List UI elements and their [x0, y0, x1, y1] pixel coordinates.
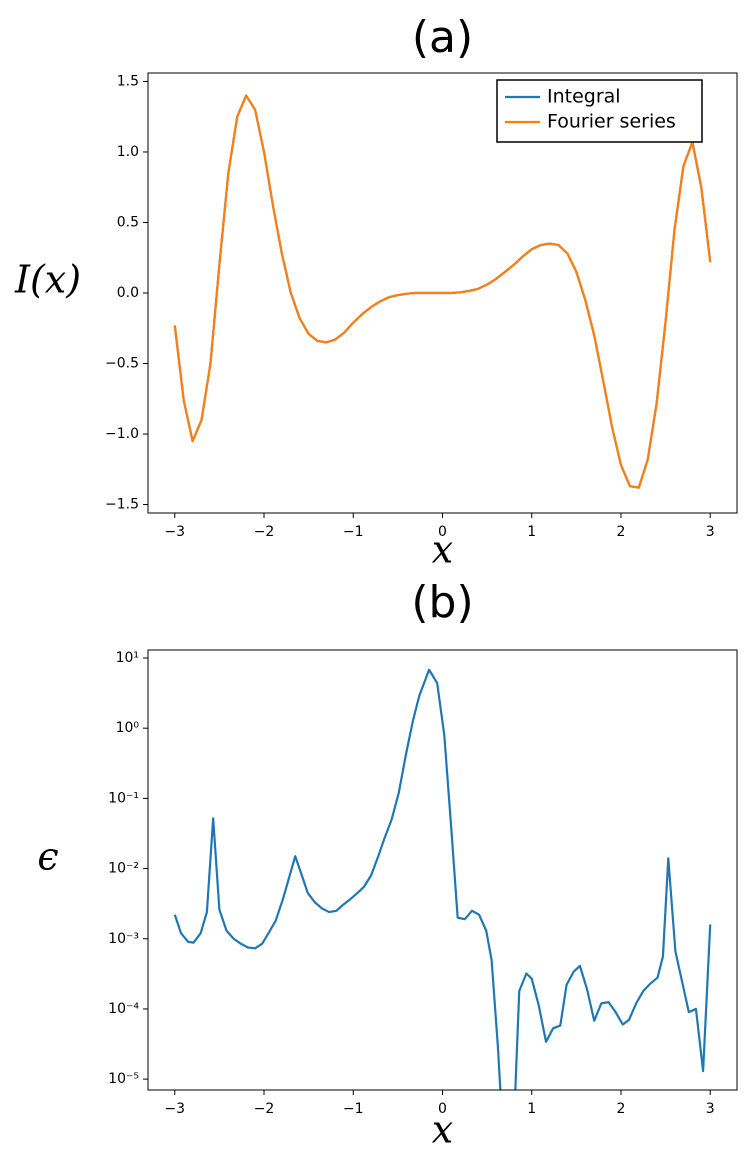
x-tick-label: 1 [527, 1101, 536, 1117]
x-tick-label: −3 [164, 524, 185, 540]
y-tick-label: 10⁻⁵ [108, 1071, 139, 1087]
y-tick-label: 0.5 [117, 214, 139, 230]
series-line [173, 668, 712, 1090]
y-tick-label: −1.5 [105, 497, 139, 513]
x-tick-label: 3 [706, 1101, 715, 1117]
x-tick-label: 2 [617, 524, 626, 540]
y-tick-label: 10¹ [116, 650, 139, 666]
x-tick-label: −2 [254, 1101, 275, 1117]
axes-frame [147, 72, 738, 514]
y-axis-label: ϵ [37, 835, 58, 879]
y-tick-label: 0.0 [117, 285, 139, 301]
y-tick-label: −1.0 [105, 426, 139, 442]
x-tick-label: 2 [617, 1101, 626, 1117]
legend-label: Fourier series [547, 111, 676, 133]
y-axis-label: I(x) [14, 258, 81, 302]
y-tick-label: 10⁻⁴ [108, 1001, 139, 1017]
x-tick-label: −3 [164, 1101, 185, 1117]
y-tick-label: 1.5 [117, 73, 139, 89]
axes-frame [147, 649, 738, 1091]
x-tick-label: −1 [343, 524, 364, 540]
y-tick-label: 10⁻² [108, 861, 139, 877]
x-tick-label: 3 [706, 524, 715, 540]
y-tick-label: 10⁰ [116, 720, 140, 736]
x-tick-label: 0 [438, 1101, 447, 1117]
series-line [173, 94, 712, 489]
x-tick-label: 0 [438, 524, 447, 540]
y-tick-label: 10⁻¹ [108, 790, 139, 806]
y-tick-label: 1.0 [117, 144, 139, 160]
x-tick-label: −1 [343, 1101, 364, 1117]
y-tick-label: −0.5 [105, 356, 139, 372]
x-axis-label: x [432, 1108, 453, 1152]
legend-box [496, 79, 703, 143]
legend-label: Integral [547, 86, 621, 108]
chart-title: (a) [412, 12, 473, 63]
chart-title: (b) [411, 577, 473, 628]
y-tick-label: 10⁻³ [108, 931, 139, 947]
x-tick-label: −2 [254, 524, 275, 540]
x-tick-label: 1 [527, 524, 536, 540]
x-axis-label: x [432, 528, 453, 572]
series-line [173, 94, 712, 489]
